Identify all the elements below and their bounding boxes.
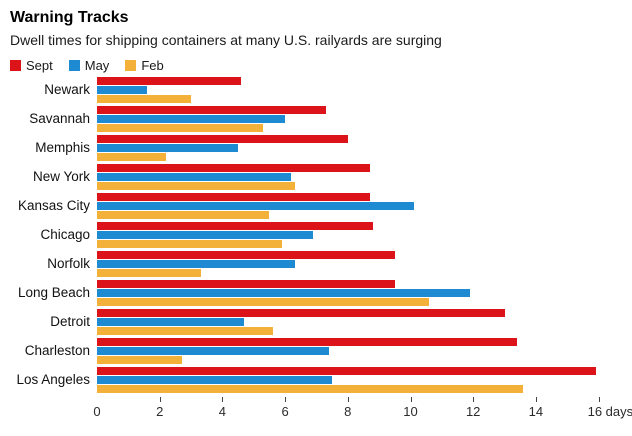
axis-tick-10 [410, 396, 412, 402]
axis-tick-label-0: 0 [93, 403, 101, 419]
category-label: Newark [44, 82, 90, 97]
axis-tick-8 [347, 396, 349, 402]
bar-sept-newark [97, 76, 242, 85]
bar-sept-detroit [97, 308, 505, 317]
bar-group [97, 308, 632, 335]
axis-tick-label-10: 10 [403, 403, 418, 419]
row-chicago: Chicago [0, 221, 632, 248]
bar-may-savannah [97, 114, 286, 123]
bar-group [97, 337, 632, 364]
bar-feb-detroit [97, 326, 273, 335]
axis-tick-2 [159, 396, 161, 402]
row-memphis: Memphis [0, 134, 632, 161]
bar-sept-savannah [97, 105, 326, 114]
axis-tick-12 [473, 396, 475, 402]
bar-may-charleston [97, 346, 329, 355]
chart-subtitle: Dwell times for shipping containers at m… [10, 32, 442, 48]
bar-sept-new-york [97, 163, 370, 172]
bar-sept-norfolk [97, 250, 395, 259]
bar-group [97, 250, 632, 277]
axis-tick-label-2: 2 [156, 403, 164, 419]
chart-legend: Sept May Feb [10, 58, 632, 73]
category-label: Chicago [40, 227, 90, 242]
axis-tick-label-12: 12 [465, 403, 481, 419]
legend-swatch-sept [10, 59, 21, 71]
category-label: Long Beach [17, 285, 90, 300]
legend-label: May [84, 57, 110, 73]
row-norfolk: Norfolk [0, 250, 632, 277]
bar-group [97, 221, 632, 248]
bar-may-norfolk [97, 259, 295, 268]
bar-sept-chicago [97, 221, 373, 230]
legend-item-sept: Sept [10, 58, 53, 73]
bar-may-chicago [97, 230, 314, 239]
legend-item-feb: Feb [125, 57, 164, 73]
category-label: Los Angeles [16, 372, 90, 387]
bar-sept-charleston [97, 337, 518, 346]
bar-chart: Newark Savannah Memphis New York Kansas City… [0, 76, 632, 393]
bar-feb-charleston [97, 355, 182, 364]
bar-feb-kansas-city [97, 210, 270, 219]
bar-group [97, 366, 632, 393]
legend-label: Feb [141, 57, 164, 73]
bar-sept-long-beach [97, 279, 395, 288]
bar-feb-los-angeles [97, 384, 524, 393]
axis-tick-label-16: 16 days [587, 403, 632, 419]
bar-group [97, 279, 632, 306]
category-label: Savannah [29, 111, 90, 126]
axis-tick-label-14: 14 [528, 403, 544, 419]
axis-tick-label-6: 6 [281, 403, 289, 419]
category-label: Detroit [50, 314, 90, 329]
legend-item-may: May [68, 57, 110, 73]
row-los-angeles: Los Angeles [0, 366, 632, 393]
category-label: Memphis [35, 140, 90, 155]
category-label: New York [32, 169, 90, 184]
bar-feb-chicago [97, 239, 282, 248]
axis-tick-4 [222, 396, 224, 402]
category-label: Charleston [24, 343, 90, 358]
bar-may-long-beach [97, 288, 471, 297]
chart-title: Warning Tracks [10, 9, 129, 26]
bar-sept-memphis [97, 134, 348, 143]
row-charleston: Charleston [0, 337, 632, 364]
row-long-beach: Long Beach [0, 279, 632, 306]
bar-sept-kansas-city [97, 192, 370, 201]
bar-may-detroit [97, 317, 245, 326]
bar-group [97, 76, 632, 103]
legend-swatch-feb [125, 59, 137, 71]
chart-header: Warning Tracks Dwell times for shipping … [0, 0, 632, 50]
bar-may-newark [97, 85, 148, 94]
bar-group [97, 163, 632, 190]
legend-label: Sept [26, 57, 53, 73]
bar-group [97, 105, 632, 132]
row-savannah: Savannah [0, 105, 632, 132]
row-new-york: New York [0, 163, 632, 190]
bar-feb-new-york [97, 181, 295, 190]
bar-feb-long-beach [97, 297, 430, 306]
row-detroit: Detroit [0, 308, 632, 335]
bar-feb-newark [97, 94, 192, 103]
bar-group [97, 192, 632, 219]
row-kansas-city: Kansas City [0, 192, 632, 219]
bar-sept-los-angeles [97, 366, 596, 375]
axis-tick-6 [285, 396, 287, 402]
category-label: Kansas City [17, 198, 90, 213]
axis-tick-14 [535, 396, 537, 402]
bar-may-kansas-city [97, 201, 414, 210]
row-newark: Newark [0, 76, 632, 103]
bar-feb-memphis [97, 152, 166, 161]
bar-feb-savannah [97, 123, 264, 132]
axis-tick-16 [598, 396, 600, 402]
bar-may-new-york [97, 172, 292, 181]
x-axis: 0 2 4 6 8 10 12 14 16 days [90, 396, 632, 422]
bar-may-los-angeles [97, 375, 333, 384]
axis-tick-label-4: 4 [218, 403, 227, 419]
category-label: Norfolk [47, 256, 90, 271]
axis-tick-label-8: 8 [344, 403, 352, 419]
bar-may-memphis [97, 143, 239, 152]
legend-swatch-may [68, 59, 80, 71]
bar-feb-norfolk [97, 268, 201, 277]
bar-group [97, 134, 632, 161]
